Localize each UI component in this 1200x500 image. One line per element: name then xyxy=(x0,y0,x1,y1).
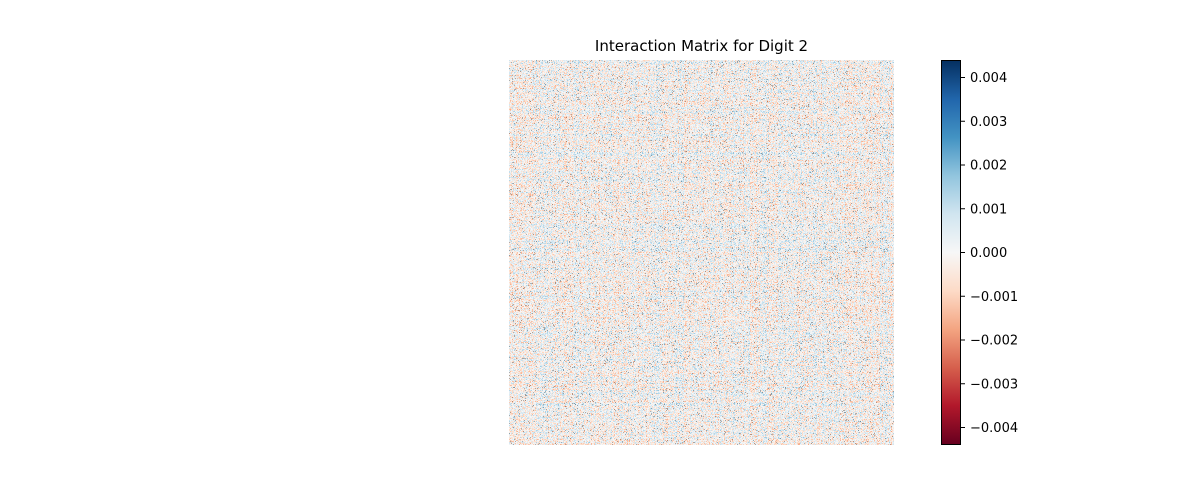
colorbar-tick-label: −0.002 xyxy=(970,334,1018,349)
colorbar-tick-label: 0.004 xyxy=(970,71,1007,86)
colorbar-tick-label: 0.001 xyxy=(970,202,1007,217)
colorbar-tick-label: 0.003 xyxy=(970,115,1007,130)
colorbar xyxy=(941,60,961,445)
chart-title: Interaction Matrix for Digit 2 xyxy=(594,37,809,55)
colorbar-tick-label: 0.002 xyxy=(970,159,1007,174)
colorbar-tick-label: 0.000 xyxy=(970,246,1007,261)
colorbar-tick-label: −0.001 xyxy=(970,290,1018,305)
colorbar-axis: 0.004 0.003 0.002 0.001 0.000 −0.001 −0.002 −0.… xyxy=(961,71,1018,436)
heatmap xyxy=(509,60,894,445)
colorbar-tick-label: −0.004 xyxy=(970,421,1018,436)
colorbar-tick-label: −0.003 xyxy=(970,377,1018,392)
